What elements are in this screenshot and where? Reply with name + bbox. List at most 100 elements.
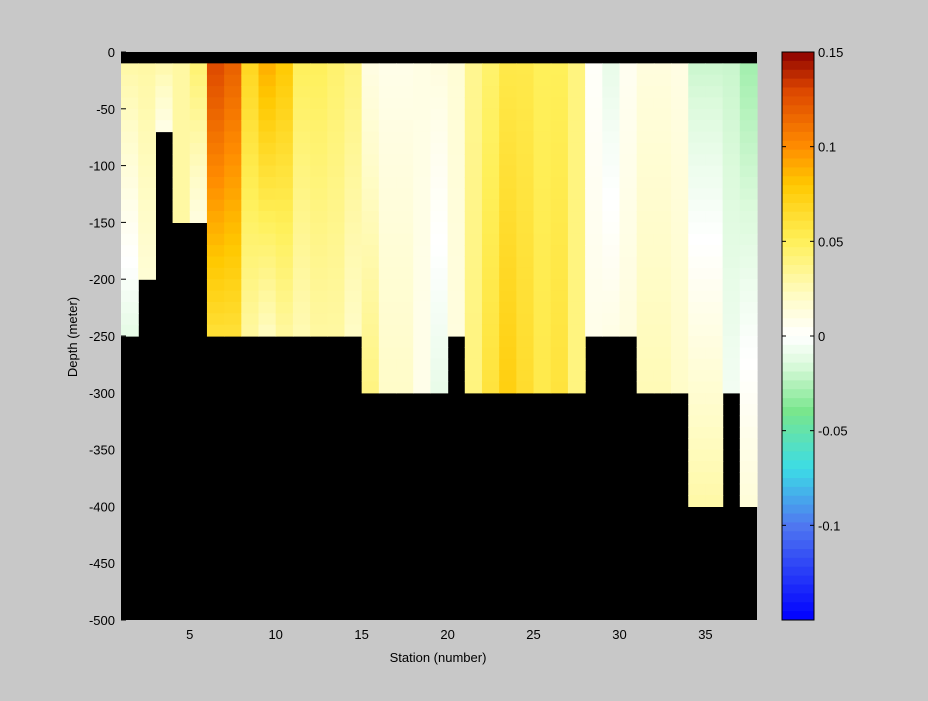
heatmap-cell (258, 199, 277, 212)
heatmap-cell (688, 131, 707, 144)
heatmap-cell (516, 199, 535, 212)
heatmap-cell (516, 131, 535, 144)
heatmap-cell (413, 63, 432, 76)
heatmap-cell (619, 279, 638, 292)
heatmap-cell (413, 279, 432, 292)
heatmap-cell (567, 279, 586, 292)
heatmap-cell (499, 313, 517, 326)
colorbar-segment (782, 522, 814, 532)
heatmap-cell (636, 63, 655, 76)
heatmap-cell (224, 233, 242, 246)
colorbar-tick-label: 0.1 (818, 140, 836, 155)
heatmap-cell (206, 233, 225, 246)
heatmap-cell (206, 165, 225, 178)
heatmap-cell (206, 199, 225, 212)
heatmap-cell (602, 108, 621, 121)
heatmap-cell (481, 188, 500, 201)
heatmap-cell (533, 290, 552, 303)
heatmap-cell (447, 211, 466, 223)
heatmap-cell (413, 165, 432, 178)
heatmap-cell (206, 176, 225, 189)
heatmap-cell (567, 245, 586, 258)
heatmap-cell (224, 301, 242, 314)
heatmap-cell (533, 63, 552, 76)
heatmap-cell (327, 233, 346, 246)
heatmap-cell (430, 176, 449, 189)
heatmap-cell (567, 86, 586, 99)
heatmap-cell (155, 86, 174, 99)
heatmap-cell (275, 211, 294, 223)
heatmap-cell (739, 392, 758, 405)
heatmap-cell (464, 108, 483, 121)
heatmap-cell (481, 176, 500, 189)
heatmap-cell (499, 290, 517, 303)
heatmap-cell (396, 245, 414, 258)
heatmap-cell (258, 63, 277, 76)
heatmap-cell (739, 313, 758, 326)
heatmap-cell (121, 188, 139, 201)
heatmap-cell (653, 108, 672, 121)
heatmap-cell (344, 131, 363, 144)
heatmap-cell (705, 404, 724, 417)
heatmap-cell (567, 176, 586, 189)
heatmap-cell (327, 256, 346, 269)
heatmap-cell (241, 131, 260, 144)
heatmap-cell (722, 97, 741, 110)
heatmap-cell (481, 245, 500, 258)
heatmap-cell (121, 222, 139, 235)
heatmap-cell (447, 324, 466, 337)
heatmap-cell (636, 324, 655, 337)
heatmap-cell (224, 267, 242, 280)
heatmap-cell (722, 188, 741, 201)
heatmap-cell (671, 154, 689, 167)
heatmap-cell (138, 267, 156, 280)
heatmap-cell (258, 279, 277, 292)
heatmap-cell (636, 301, 655, 314)
heatmap-cell (671, 245, 689, 258)
heatmap-cell (653, 74, 672, 87)
heatmap-cell (447, 290, 466, 303)
heatmap-cell (258, 165, 277, 178)
heatmap-cell (327, 313, 346, 326)
heatmap-cell (739, 188, 758, 201)
heatmap-cell (550, 97, 569, 110)
heatmap-cell (138, 233, 156, 246)
heatmap-cell (361, 86, 380, 99)
heatmap-cell (396, 74, 414, 87)
heatmap-cell (653, 86, 672, 99)
heatmap-cell (258, 86, 277, 99)
heatmap-cell (705, 313, 724, 326)
heatmap-cell (241, 222, 260, 235)
heatmap-cell (671, 222, 689, 235)
heatmap-cell (310, 142, 328, 155)
heatmap-cell (722, 267, 741, 280)
heatmap-cell (533, 199, 552, 212)
heatmap-cell (705, 495, 724, 507)
heatmap-cell (739, 449, 758, 462)
heatmap-cell (327, 120, 346, 133)
heatmap-cell (619, 313, 638, 326)
heatmap-cell (671, 165, 689, 178)
heatmap-cell (567, 199, 586, 212)
heatmap-cell (361, 108, 380, 121)
heatmap-cell (705, 267, 724, 280)
heatmap-cell (636, 358, 655, 371)
heatmap-cell (396, 279, 414, 292)
heatmap-cell (567, 336, 586, 348)
heatmap-cell (121, 256, 139, 269)
heatmap-cell (378, 358, 397, 371)
heatmap-cell (206, 301, 225, 314)
heatmap-cell (550, 347, 569, 360)
heatmap-cell (585, 313, 603, 326)
heatmap-cell (533, 188, 552, 201)
heatmap-cell (688, 256, 707, 269)
heatmap-cell (310, 63, 328, 76)
heatmap-cell (499, 336, 517, 348)
heatmap-cell (447, 131, 466, 144)
heatmap-cell (206, 222, 225, 235)
heatmap-cell (636, 120, 655, 133)
heatmap-cell (413, 142, 432, 155)
heatmap-cell (310, 267, 328, 280)
heatmap-cell (396, 120, 414, 133)
heatmap-cell (533, 245, 552, 258)
